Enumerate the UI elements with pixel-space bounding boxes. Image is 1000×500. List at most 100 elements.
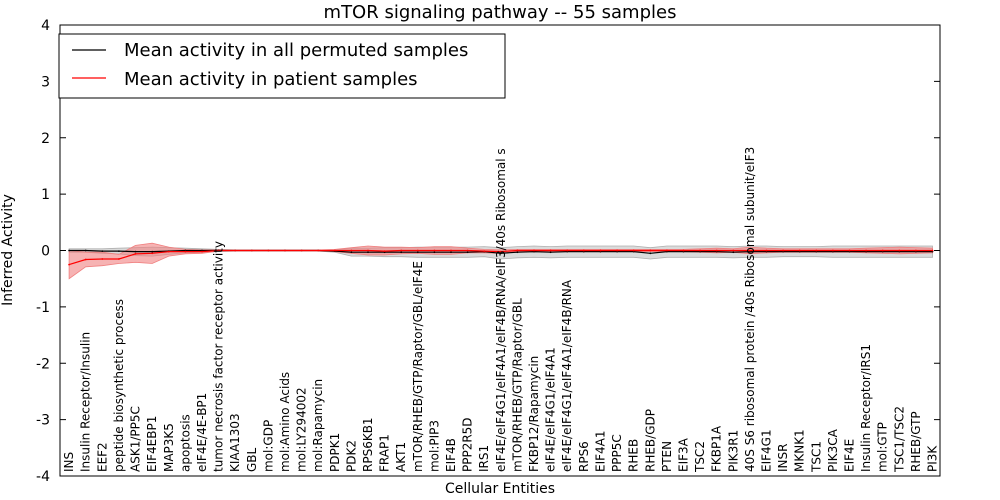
data-point-0-26 <box>499 252 502 255</box>
data-point-1-45 <box>815 249 818 252</box>
data-point-1-27 <box>516 249 519 252</box>
x-tick-label-35: RHEB/GDP <box>643 409 657 472</box>
data-point-1-18 <box>367 249 369 252</box>
data-point-1-11 <box>250 249 253 252</box>
x-tick-label-45: TSC1 <box>809 441 823 473</box>
x-tick-label-9: tumor necrosis factor receptor activity <box>212 241 226 472</box>
legend-box <box>58 33 506 99</box>
data-point-1-40 <box>732 249 735 252</box>
y-tick-label: 1 <box>41 187 50 203</box>
data-point-1-15 <box>317 249 320 252</box>
data-point-0-18 <box>367 251 369 254</box>
legend-label-patient: Mean activity in patient samples <box>124 69 418 90</box>
x-tick-label-18: RPS6KB1 <box>361 417 375 472</box>
chart-title: mTOR signaling pathway -- 55 samples <box>324 2 677 23</box>
data-point-1-29 <box>549 249 552 252</box>
x-tick-label-48: Insulin Receptor/IRS1 <box>859 344 873 472</box>
data-point-1-26 <box>499 250 502 253</box>
x-tick-label-24: PPP2R5D <box>461 417 475 472</box>
data-point-1-3 <box>118 258 120 260</box>
data-point-0-24 <box>466 251 469 254</box>
x-tick-labels: INS Insulin Receptor/Insulin EEF2 peptide b… <box>62 147 939 473</box>
x-tick-label-7: apoptosis <box>178 414 192 472</box>
x-tick-label-39: FKBP1A <box>710 425 724 472</box>
data-point-1-35 <box>649 249 652 252</box>
x-tick-label-52: PI3K <box>926 445 940 472</box>
data-point-0-35 <box>649 252 652 255</box>
data-point-1-49 <box>881 249 884 252</box>
data-point-1-16 <box>333 249 336 252</box>
data-point-1-44 <box>798 249 801 252</box>
x-tick-label-37: EIF3A <box>676 437 690 472</box>
data-point-1-41 <box>749 249 751 252</box>
legend-label-permuted: Mean activity in all permuted samples <box>124 40 468 61</box>
data-point-0-20 <box>400 251 403 254</box>
data-point-1-36 <box>666 249 668 252</box>
x-tick-label-34: RHEB <box>627 439 641 472</box>
data-point-1-48 <box>865 249 867 252</box>
data-point-1-9 <box>217 249 220 252</box>
series-lines <box>68 249 934 266</box>
y-tick-label: 4 <box>41 18 50 34</box>
data-point-1-25 <box>483 250 486 253</box>
y-tick-label: 0 <box>41 244 50 260</box>
x-tick-label-8: eIF4E/4E-BP1 <box>195 393 209 472</box>
x-tick-label-23: EIF4B <box>444 438 458 472</box>
y-tick-label: -3 <box>36 413 50 429</box>
data-point-1-5 <box>151 252 154 255</box>
x-tick-label-15: mol:Rapamycin <box>311 379 325 472</box>
data-point-1-46 <box>832 249 834 252</box>
x-tick-label-46: PIK3CA <box>826 428 840 472</box>
x-tick-label-19: FRAP1 <box>378 434 392 472</box>
data-point-1-31 <box>582 249 585 252</box>
x-tick-label-33: PPP5C <box>610 434 624 472</box>
x-tick-label-12: mol:GDP <box>261 420 275 472</box>
data-point-1-42 <box>765 249 768 252</box>
data-point-1-12 <box>267 249 270 252</box>
x-tick-label-3: peptide biosynthetic process <box>112 299 126 472</box>
data-point-1-37 <box>682 249 685 252</box>
x-tick-label-30: eIF4E/eIF4G1/eIF4A1/eIF4B/RNA <box>560 279 574 472</box>
data-point-1-14 <box>300 249 303 252</box>
x-tick-label-42: EIF4G1 <box>759 429 773 472</box>
data-point-1-32 <box>599 249 602 252</box>
data-point-0-21 <box>416 251 419 254</box>
x-tick-label-41: 40S S6 ribosomal protein /40s Ribosomal … <box>743 147 757 472</box>
data-point-0-29 <box>549 251 552 254</box>
x-tick-label-20: AKT1 <box>394 442 408 472</box>
y-tick-label: -1 <box>36 300 50 316</box>
x-tick-label-36: PTEN <box>660 441 674 472</box>
x-tick-label-4: ASK1/PP5C <box>129 406 143 472</box>
y-tick-label: 2 <box>41 131 50 147</box>
x-tick-label-26: eIF4E/eIF4G1/eIF4A1/eIF4B/RNA/eIF3/40s R… <box>494 148 508 472</box>
x-tick-label-0: INS <box>62 452 76 472</box>
data-point-0-17 <box>350 251 353 254</box>
x-tick-label-44: MKNK1 <box>793 429 807 472</box>
x-tick-label-1: Insulin Receptor/Insulin <box>79 332 93 472</box>
x-tick-label-47: EIF4E <box>843 439 857 472</box>
data-point-1-1 <box>84 258 87 261</box>
data-point-1-23 <box>450 249 452 252</box>
data-point-1-39 <box>715 249 718 252</box>
x-tick-label-31: RPS6 <box>577 441 591 472</box>
data-point-1-6 <box>167 250 170 253</box>
data-point-1-19 <box>383 250 386 253</box>
x-tick-label-49: mol:GTP <box>876 422 890 472</box>
x-tick-label-16: PDPK1 <box>328 433 342 472</box>
data-point-0-1 <box>84 249 87 252</box>
data-point-1-17 <box>350 249 353 252</box>
x-tick-label-25: IRS1 <box>477 445 491 472</box>
y-axis-label: Inferred Activity <box>0 194 16 306</box>
x-tick-label-22: mol:PIP3 <box>427 420 441 472</box>
data-point-0-27 <box>516 251 519 254</box>
x-tick-label-10: KIAA1303 <box>228 413 242 472</box>
y-tick-label: 3 <box>41 74 50 90</box>
data-point-1-30 <box>566 249 569 252</box>
data-point-1-43 <box>782 249 784 252</box>
x-tick-label-29: eIF4E/eIF4G1/eIF4A1 <box>544 347 558 472</box>
x-tick-label-43: INSR <box>776 444 790 472</box>
y-tick-label: -2 <box>36 356 50 372</box>
x-tick-label-51: RHEB/GTP <box>909 411 923 472</box>
y-tick-label: -4 <box>36 469 50 485</box>
